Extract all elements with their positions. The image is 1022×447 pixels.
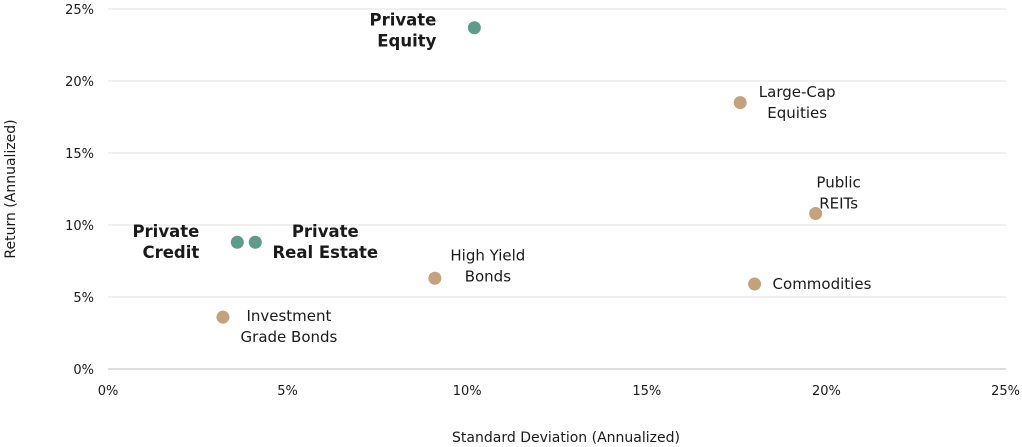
data-point [748, 277, 762, 291]
data-point [248, 235, 262, 249]
data-point [467, 21, 481, 35]
y-tick-label: 15% [65, 147, 94, 162]
data-point [216, 310, 230, 324]
point-labels: Private Equity Private Credit Private Real Es… [132, 11, 871, 346]
data-points [216, 21, 823, 324]
point-label: Private Real Estate [272, 222, 378, 262]
point-label: Private Credit [132, 222, 199, 262]
y-tick-label: 0% [73, 363, 94, 378]
tick-labels: 0% 5% 10% 15% 20% 25% 0% 5% 10% 15% 20% 25% [65, 3, 1020, 399]
y-tick-label: 10% [65, 219, 94, 234]
x-tick-label: 0% [98, 384, 119, 399]
point-label: Private Equity [370, 11, 437, 51]
y-tick-label: 25% [65, 3, 94, 18]
x-tick-label: 25% [991, 384, 1020, 399]
y-tick-label: 5% [73, 291, 94, 306]
x-tick-label: 5% [277, 384, 298, 399]
data-point [230, 235, 244, 249]
y-tick-label: 20% [65, 75, 94, 90]
grid-lines [108, 8, 1006, 298]
point-label: Investment Grade Bonds [241, 307, 338, 346]
x-axis-title: Standard Deviation (Annualized) [452, 430, 680, 446]
x-tick-label: 20% [812, 384, 841, 399]
x-tick-label: 10% [453, 384, 482, 399]
point-label: Commodities [773, 275, 872, 293]
point-label: Public REITs [816, 173, 860, 212]
data-point [428, 271, 442, 285]
x-tick-label: 15% [632, 384, 661, 399]
point-label: Large-Cap Equities [759, 83, 836, 122]
point-label: High Yield Bonds [450, 246, 525, 285]
data-point [809, 206, 823, 220]
data-point [733, 96, 747, 110]
y-axis-title: Return (Annualized) [3, 119, 19, 258]
